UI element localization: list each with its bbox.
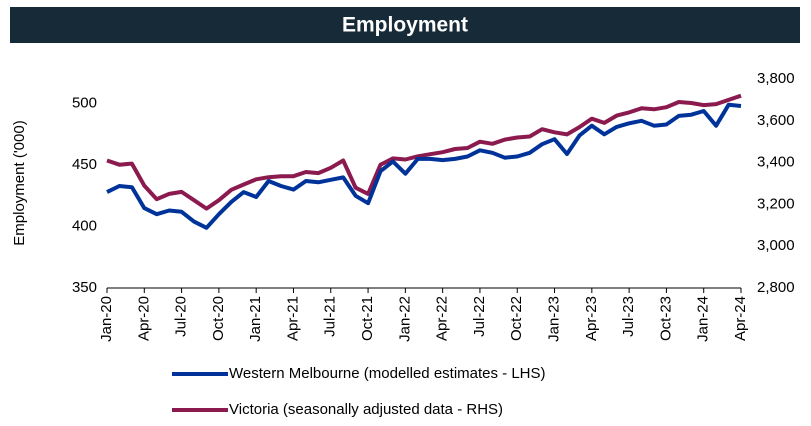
legend-label: Victoria (seasonally adjusted data - RHS… <box>229 401 503 418</box>
x-tick-label: Apr-22 <box>434 296 451 341</box>
series-line <box>106 102 742 230</box>
x-tick-label: Oct-20 <box>210 296 227 341</box>
x-tick-label: Jan-22 <box>396 296 413 342</box>
x-tick-label: Jul-23 <box>620 296 637 337</box>
x-tick-label: Apr-23 <box>583 296 600 341</box>
y-axis-label: Employment ('000) <box>11 120 28 245</box>
title-banner <box>10 7 800 43</box>
x-tick-label: Jan-23 <box>545 296 562 342</box>
x-tick-label: Apr-24 <box>732 296 749 341</box>
x-tick-label: Oct-23 <box>657 296 674 341</box>
x-tick-label: Jul-20 <box>173 296 190 337</box>
legend-label: Western Melbourne (modelled estimates - … <box>229 365 546 382</box>
x-tick-label: Jan-24 <box>695 296 712 342</box>
x-tick-label: Oct-21 <box>359 296 376 341</box>
x-tick-label: Apr-20 <box>135 296 152 341</box>
y-tick-label: 500 <box>72 95 97 112</box>
y2-tick-label: 3,000 <box>757 237 795 254</box>
y-tick-label: 450 <box>72 156 97 173</box>
x-tick-label: Jul-21 <box>322 296 339 337</box>
y-tick-label: 400 <box>72 217 97 234</box>
x-tick-label: Jul-22 <box>471 296 488 337</box>
y2-tick-label: 3,800 <box>757 70 795 87</box>
y2-tick-label: 2,800 <box>757 279 795 296</box>
x-tick-label: Jan-20 <box>98 296 115 342</box>
y2-tick-label: 3,200 <box>757 195 795 212</box>
y2-tick-label: 3,400 <box>757 154 795 171</box>
series-line <box>106 93 742 211</box>
chart-title: Employment <box>342 14 468 37</box>
y-tick-label: 350 <box>72 279 97 296</box>
x-tick-label: Apr-21 <box>284 296 301 341</box>
y2-tick-label: 3,600 <box>757 112 795 129</box>
x-tick-label: Oct-22 <box>508 296 525 341</box>
x-tick-label: Jan-21 <box>247 296 264 342</box>
